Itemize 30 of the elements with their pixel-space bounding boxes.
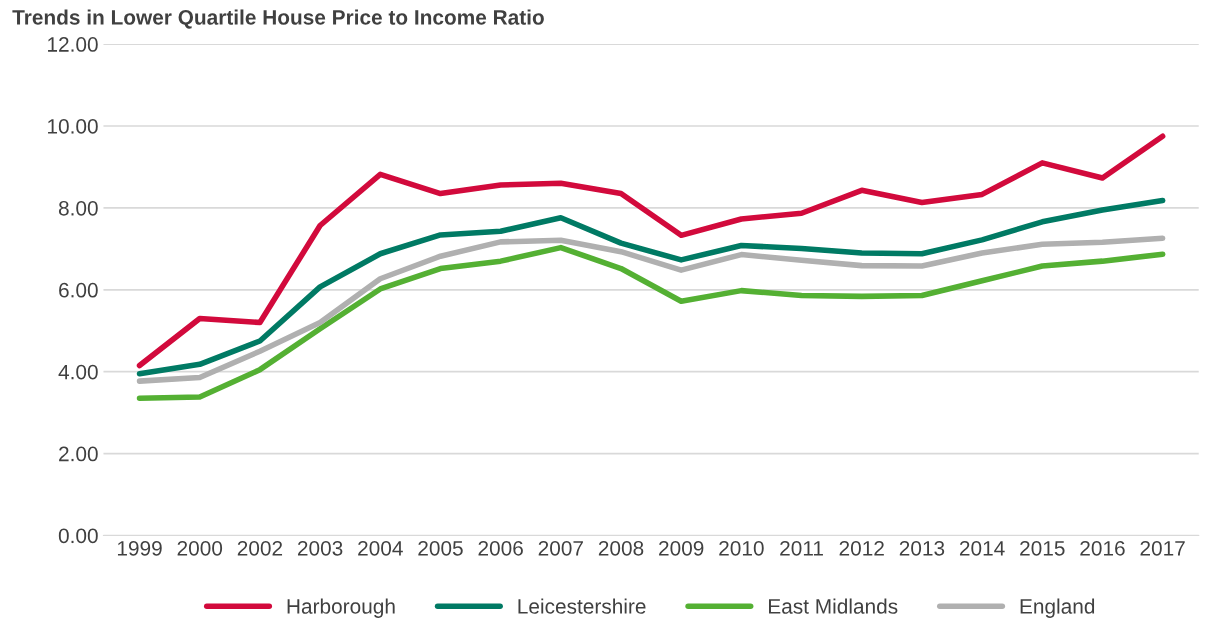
x-tick-label: 2007 [538,540,583,556]
x-tick-label: 1999 [117,540,162,556]
y-tick-label: 10.00 [48,119,98,134]
x-tick-label: 2006 [478,540,523,556]
x-tick-label: 2003 [297,540,343,556]
x-tick-label: 2014 [959,540,1005,556]
legend-label: East Midlands [769,598,898,614]
x-tick-label: 2013 [899,540,945,556]
y-tick-label: 2.00 [59,446,98,462]
x-tick-label: 2011 [780,540,823,556]
y-tick-label: 4.00 [58,364,98,380]
x-tick-label: 2008 [598,540,644,556]
chart-title: Trends in Lower Quartile House Price to Income Ratio [12,9,544,29]
x-tick-label: 2010 [719,540,764,556]
x-tick-label: 2009 [659,540,704,556]
x-tick-label: 2004 [358,540,403,556]
y-tick-label: 6.00 [59,282,98,298]
x-tick-label: 2002 [237,540,283,556]
x-tick-label: 2017 [1140,540,1185,556]
y-tick-label: 0.00 [58,528,98,544]
legend-label: Harborough [287,598,395,618]
y-tick-label: 12.00 [48,37,98,52]
x-tick-label: 2005 [418,540,463,556]
y-tick-label: 8.00 [58,200,98,216]
legend-label: England [1020,598,1095,618]
x-tick-label: 2016 [1080,540,1125,556]
x-tick-label: 2012 [839,540,884,556]
x-tick-label: 2000 [177,540,223,556]
legend-label: Leicestershire [518,598,646,614]
x-tick-label: 2015 [1020,540,1065,556]
